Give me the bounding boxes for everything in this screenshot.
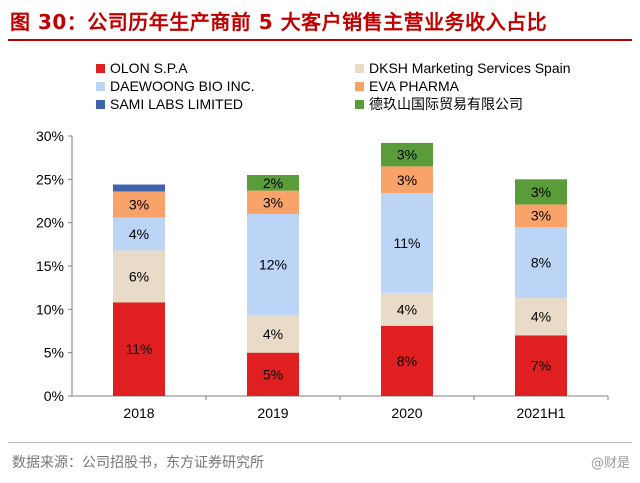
legend: OLON S.P.A DKSH Marketing Services Spain D…: [96, 60, 571, 112]
bar-segment: [381, 166, 433, 194]
bar-segment: [515, 179, 567, 205]
bar-segment: [515, 335, 567, 396]
legend-swatch: [355, 64, 364, 73]
bar-segment: [247, 315, 299, 353]
data-labels: 11% 6% 4% 3% 5% 4% 12% 3% 2% 8% 4% 11% 3% 3% 7% 4% 8% 3% 3…: [126, 147, 552, 383]
legend-swatch: [96, 100, 105, 109]
data-label: 8%: [397, 353, 417, 369]
y-tick-label: 0%: [44, 388, 64, 404]
y-tick-label: 10%: [36, 301, 64, 317]
data-label: 3%: [531, 208, 551, 224]
y-tick-label: 15%: [36, 258, 64, 274]
data-label: 6%: [129, 268, 149, 284]
data-label: 3%: [397, 172, 417, 188]
data-label: 3%: [263, 194, 283, 210]
title-divider: [8, 39, 632, 41]
x-tick-label: 2018: [123, 405, 154, 421]
y-tick-label: 5%: [44, 345, 64, 361]
bar-segment: [515, 298, 567, 336]
data-label: 8%: [531, 255, 551, 271]
y-tick-label: 20%: [36, 215, 64, 231]
data-label: 11%: [394, 235, 421, 251]
data-label: 3%: [531, 184, 551, 200]
bar-segment: [247, 214, 299, 316]
data-label: 4%: [263, 326, 283, 342]
bar-segment: [381, 292, 433, 326]
y-tick-label: 30%: [36, 128, 64, 144]
bar-segment: [515, 204, 567, 227]
bar-segment: [247, 175, 299, 191]
bar-segment: [381, 142, 433, 167]
bar-segment: [515, 227, 567, 299]
data-label: 2%: [263, 175, 283, 191]
data-label: 4%: [129, 226, 149, 242]
legend-swatch: [96, 82, 105, 91]
bars: [113, 142, 567, 396]
bar-segment: [381, 193, 433, 293]
bar-segment: [113, 217, 165, 251]
data-label: 7%: [531, 358, 551, 374]
data-label: 4%: [531, 309, 551, 325]
watermark: @财是: [590, 456, 630, 471]
data-label: 3%: [397, 147, 417, 163]
legend-label: EVA PHARMA: [369, 78, 460, 94]
data-label: 5%: [263, 366, 283, 382]
data-label: 3%: [129, 196, 149, 212]
legend-swatch: [355, 100, 364, 109]
bar-segment: [113, 250, 165, 303]
bar-segment: [113, 302, 165, 396]
chart-title: 图 30：公司历年生产商前 5 大客户销售主营业务收入占比: [10, 10, 548, 34]
x-tick-label: 2020: [391, 405, 422, 421]
bar-segment: [113, 184, 165, 192]
x-tick-label: 2019: [257, 405, 288, 421]
legend-swatch: [355, 82, 364, 91]
bar-segment: [247, 352, 299, 396]
bar-segment: [381, 325, 433, 396]
data-label: 4%: [397, 301, 417, 317]
footer-divider: [8, 442, 632, 443]
source-note: 数据来源：公司招股书，东方证券研究所: [12, 455, 264, 471]
legend-label: DAEWOONG BIO INC.: [110, 78, 255, 94]
legend-swatch: [96, 64, 105, 73]
stacked-bar-chart: OLON S.P.A DKSH Marketing Services Spain D…: [36, 60, 609, 421]
legend-label: 德玖山国际贸易有限公司: [369, 96, 523, 112]
data-label: 11%: [126, 341, 153, 357]
legend-label: OLON S.P.A: [110, 60, 188, 76]
bar-segment: [247, 190, 299, 214]
data-label: 12%: [259, 257, 287, 273]
legend-label: SAMI LABS LIMITED: [110, 96, 243, 112]
legend-label: DKSH Marketing Services Spain: [369, 60, 571, 76]
bar-segment: [113, 191, 165, 218]
x-tick-label: 2021H1: [516, 405, 565, 421]
y-tick-label: 25%: [36, 171, 64, 187]
